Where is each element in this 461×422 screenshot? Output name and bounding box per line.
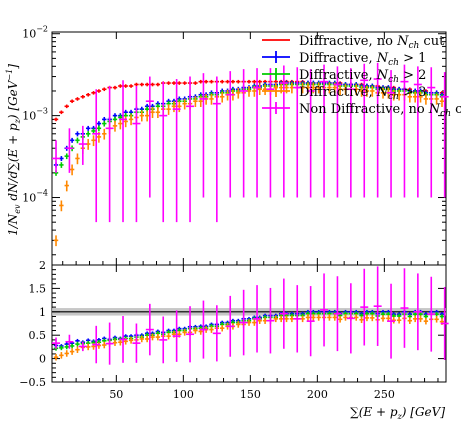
- main-series-layer: [52, 62, 449, 247]
- ratio-series-2: [53, 314, 445, 361]
- x-tick-label: 200: [307, 388, 328, 401]
- legend-label: Diffractive, Nch > 2: [299, 68, 426, 85]
- x-tick-label: 100: [173, 388, 194, 401]
- legend-label: Diffractive, Nch > 1: [299, 51, 426, 68]
- x-tick-label: 50: [109, 388, 123, 401]
- x-axis-title: ∑(E + pz) [GeV]: [350, 405, 445, 421]
- ratio-series-3: [52, 266, 449, 365]
- legend-label: Diffractive, Nch > 3: [299, 85, 426, 102]
- ratio-panel: −0.5 0 0.5 1 1.5 2 50 100 150 200 250 ∑(E + pz) […: [19, 259, 449, 421]
- y-tick-label: 10−4: [22, 189, 48, 205]
- y-tick-label: −0.5: [19, 376, 46, 389]
- y-axis-title: 1/Nev dN/d∑(E + pz) [GeV−1]: [5, 64, 22, 236]
- y-tick-label: 10−3: [22, 107, 48, 123]
- legend-label: Diffractive, no Nch cut: [299, 34, 445, 51]
- main-panel: 10−210−310−4 Diffractive, no Nch cutDiff…: [5, 25, 461, 266]
- ratio-series-0: [53, 309, 445, 348]
- y-tick-label: 1: [39, 306, 46, 319]
- y-tick-label: 0: [39, 353, 46, 366]
- ratio-reference-layer: [52, 308, 446, 316]
- ratio-series-layer: [52, 266, 449, 365]
- main-plot-frame: [51, 31, 447, 266]
- y-tick-label: 10−2: [22, 25, 48, 41]
- x-tick-label: 250: [374, 388, 395, 401]
- x-tick-label: 150: [240, 388, 261, 401]
- y-tick-label: 2: [39, 259, 46, 272]
- y-tick-label: 1.5: [29, 282, 47, 295]
- y-tick-label: 0.5: [29, 329, 47, 342]
- legend-label: Non Diffractive, no Nch cut: [299, 102, 461, 119]
- x-ticks: 50 100 150 200 250: [62, 265, 439, 401]
- series-4: [52, 62, 449, 223]
